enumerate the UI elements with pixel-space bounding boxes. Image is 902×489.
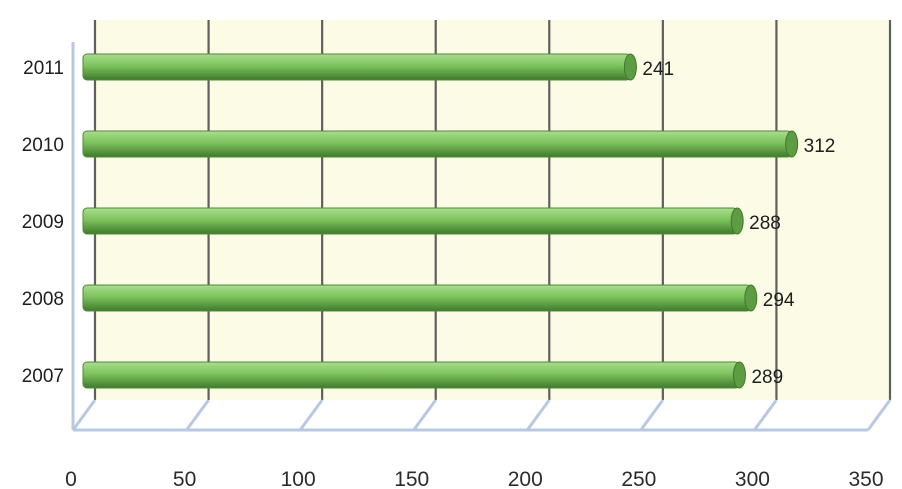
y-category-label: 2008 — [22, 289, 64, 310]
bar-end-cap — [744, 284, 758, 312]
floor-tick — [71, 399, 97, 431]
chart-floor — [71, 42, 892, 432]
floor-tick — [526, 399, 551, 431]
floor-tick — [639, 399, 665, 431]
bar — [82, 361, 740, 389]
bars — [82, 53, 799, 389]
x-tick-label: 250 — [621, 468, 656, 489]
floor-tick — [753, 399, 778, 431]
bar-value-label: 241 — [642, 59, 674, 80]
floor-tick — [866, 399, 892, 431]
bar-end-cap — [730, 207, 744, 235]
y-category-label: 2007 — [22, 366, 64, 387]
floor-tick — [298, 399, 324, 431]
y-category-label: 2010 — [22, 135, 64, 156]
y-category-label: 2011 — [23, 58, 64, 79]
x-tick-label: 0 — [65, 468, 77, 489]
x-tick-label: 350 — [848, 468, 883, 489]
x-tick-label: 50 — [173, 468, 196, 489]
labels: 0 50 100 150 200 250 300 350 2011 241 2010 312 2009 2… — [22, 58, 884, 489]
bar-value-label: 294 — [763, 290, 795, 311]
x-tick-label: 300 — [735, 468, 770, 489]
floor-tick — [185, 399, 210, 431]
x-tick-label: 200 — [508, 468, 543, 489]
bar-end-cap — [623, 53, 637, 81]
bar — [82, 284, 752, 312]
bar-end-cap — [732, 361, 746, 389]
bar-value-label: 312 — [804, 136, 836, 157]
bar — [82, 207, 738, 235]
bar — [82, 53, 631, 81]
bar-end-cap — [785, 130, 799, 158]
bar-value-label: 288 — [749, 213, 781, 234]
x-tick-label: 100 — [281, 468, 316, 489]
bar-value-label: 289 — [751, 367, 783, 388]
bar — [82, 130, 793, 158]
floor-tick — [412, 399, 437, 431]
x-tick-label: 150 — [394, 468, 429, 489]
y-category-label: 2009 — [22, 212, 64, 233]
